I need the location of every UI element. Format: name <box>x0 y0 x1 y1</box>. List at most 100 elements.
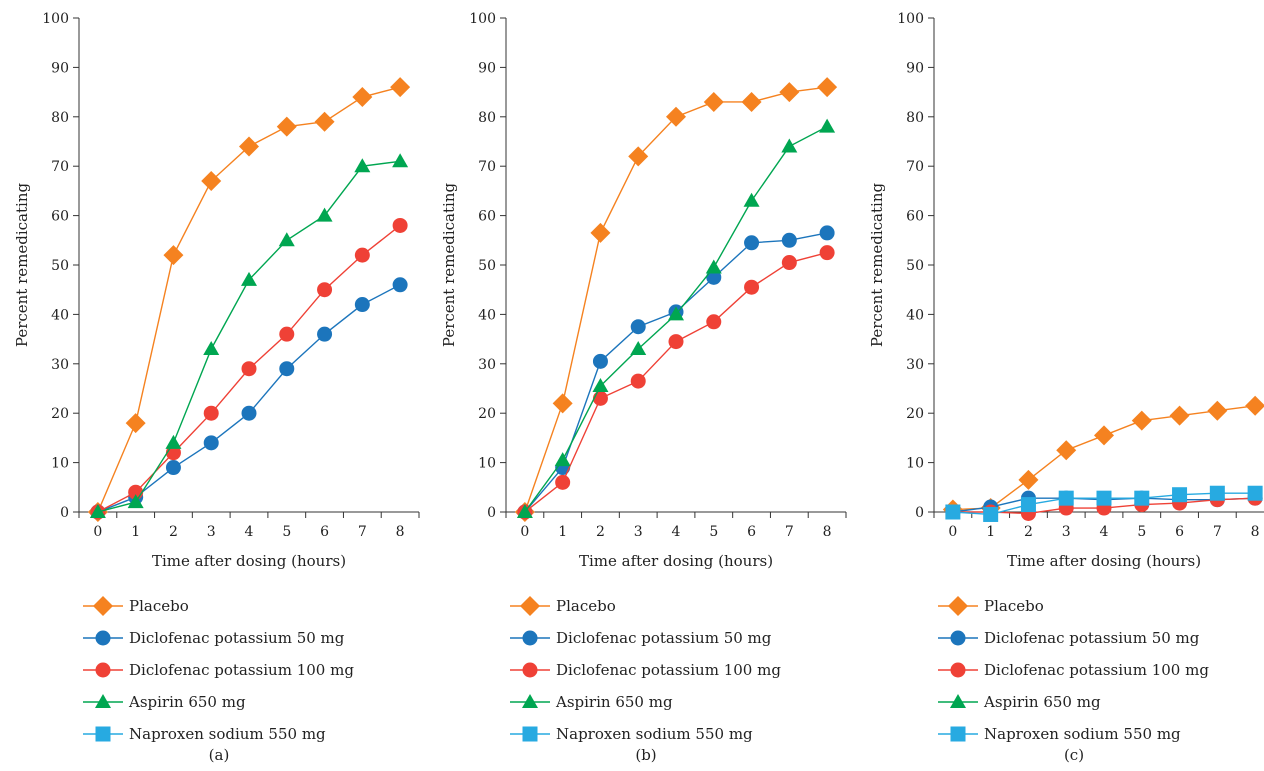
legend-marker <box>522 726 538 742</box>
legend-item-diclofenac-potassium-50-mg: Diclofenac potassium 50 mg <box>83 629 345 647</box>
y-tick-label: 10 <box>478 456 496 472</box>
series-diclofenac-potassium-50-mg <box>90 277 408 520</box>
y-tick-label: 0 <box>60 505 69 521</box>
data-point <box>1058 490 1074 506</box>
data-point <box>819 225 835 241</box>
legend-item-diclofenac-potassium-100-mg: Diclofenac potassium 100 mg <box>938 661 1209 679</box>
legend-item-aspirin-650-mg: Aspirin 650 mg <box>938 693 1101 711</box>
x-tick-label: 4 <box>672 524 681 540</box>
y-tick-label: 20 <box>51 406 69 422</box>
legend-item-diclofenac-potassium-100-mg: Diclofenac potassium 100 mg <box>510 661 781 679</box>
data-point <box>516 504 533 518</box>
legend-label: Naproxen sodium 550 mg <box>984 725 1181 743</box>
y-tick-label: 80 <box>51 110 69 126</box>
x-tick-label: 7 <box>358 524 367 540</box>
data-point <box>781 255 797 271</box>
y-tick-label: 20 <box>906 406 924 422</box>
legend-label: Diclofenac potassium 100 mg <box>129 661 354 679</box>
data-point <box>317 282 333 298</box>
y-tick-label: 90 <box>51 60 69 76</box>
x-tick-label: 4 <box>1100 524 1109 540</box>
data-point <box>554 452 571 467</box>
legend-item-diclofenac-potassium-50-mg: Diclofenac potassium 50 mg <box>510 629 772 647</box>
data-point <box>630 340 647 355</box>
legend-label: Aspirin 650 mg <box>555 693 673 711</box>
data-point <box>781 138 798 153</box>
data-point <box>1131 410 1152 431</box>
data-point <box>628 146 649 167</box>
data-point <box>781 232 797 248</box>
legend-marker <box>520 596 540 616</box>
legend-item-naproxen-sodium-550-mg: Naproxen sodium 550 mg <box>938 725 1181 743</box>
legend-marker <box>93 596 113 616</box>
data-point <box>743 192 760 207</box>
y-tick-label: 70 <box>906 159 924 175</box>
y-tick-label: 90 <box>906 60 924 76</box>
y-tick-label: 60 <box>51 209 69 225</box>
x-tick-label: 3 <box>1062 524 1071 540</box>
legend-marker <box>95 662 111 678</box>
legend-label: Naproxen sodium 550 mg <box>129 725 326 743</box>
x-tick-label: 6 <box>1175 524 1184 540</box>
legend: Placebo Diclofenac potassium 50 mg Diclofe… <box>938 596 1209 743</box>
y-axis-title: Percent remedicating <box>440 183 458 348</box>
y-tick-label: 70 <box>51 159 69 175</box>
data-point <box>89 504 106 518</box>
data-point <box>163 245 184 266</box>
data-point <box>779 82 800 103</box>
data-point <box>165 434 182 449</box>
data-point <box>744 279 760 295</box>
data-point <box>1172 487 1188 503</box>
data-point <box>354 247 370 263</box>
y-tick-label: 40 <box>478 307 496 323</box>
data-point <box>1169 405 1190 426</box>
y-tick-label: 40 <box>51 307 69 323</box>
panel-label: (b) <box>635 746 656 764</box>
panel-label: (a) <box>209 746 230 764</box>
legend-marker <box>95 726 111 742</box>
legend-marker <box>948 596 968 616</box>
data-point <box>241 361 257 377</box>
data-point <box>241 405 257 421</box>
x-tick-label: 5 <box>709 524 718 540</box>
data-point <box>1207 400 1228 421</box>
x-tick-label: 2 <box>596 524 605 540</box>
data-point <box>741 91 762 112</box>
y-tick-label: 50 <box>906 258 924 274</box>
data-point <box>1056 440 1077 461</box>
data-point <box>241 271 257 286</box>
y-axis-title: Percent remedicating <box>868 183 886 348</box>
series-aspirin-650-mg <box>89 153 409 518</box>
chart-panel-2: 0 10 20 30 40 50 60 70 80 90 100 0 1 2 3 4 5 6 7 8 Time afte… <box>440 11 847 764</box>
data-point <box>1134 490 1150 506</box>
x-tick-label: 8 <box>823 524 832 540</box>
y-tick-label: 50 <box>478 258 496 274</box>
y-tick-label: 60 <box>906 209 924 225</box>
data-point <box>630 373 646 389</box>
legend-marker <box>522 662 538 678</box>
legend-item-aspirin-650-mg: Aspirin 650 mg <box>510 693 673 711</box>
y-tick-label: 30 <box>906 357 924 373</box>
data-point <box>703 91 724 112</box>
data-point <box>592 390 608 406</box>
x-tick-label: 6 <box>747 524 756 540</box>
y-axis-title: Percent remedicating <box>13 183 31 348</box>
x-tick-label: 1 <box>558 524 567 540</box>
legend-item-placebo: Placebo <box>83 596 189 616</box>
data-point <box>590 222 611 243</box>
x-axis-title: Time after dosing (hours) <box>152 552 346 570</box>
y-tick-label: 60 <box>478 209 496 225</box>
data-point <box>165 460 181 476</box>
series-line <box>524 251 828 513</box>
legend-item-placebo: Placebo <box>510 596 616 616</box>
legend-marker <box>950 662 966 678</box>
legend-label: Aspirin 650 mg <box>983 693 1101 711</box>
y-tick-label: 100 <box>42 11 69 27</box>
data-point <box>201 171 222 192</box>
data-point <box>278 232 295 247</box>
legend-label: Placebo <box>984 597 1044 615</box>
data-point <box>316 207 333 222</box>
y-tick-label: 50 <box>51 258 69 274</box>
legend-item-diclofenac-potassium-50-mg: Diclofenac potassium 50 mg <box>938 629 1200 647</box>
